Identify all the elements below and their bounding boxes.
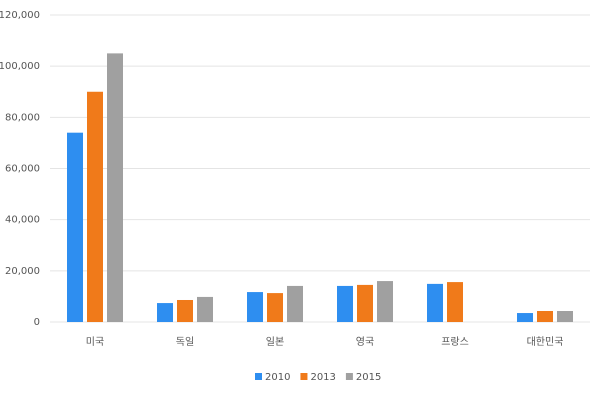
bar <box>557 310 573 322</box>
y-tick-label: 80,000 <box>5 112 40 123</box>
bar <box>177 299 193 322</box>
bar <box>267 293 283 322</box>
bar <box>427 283 443 322</box>
bar <box>67 132 83 322</box>
x-tick-label: 대한민국 <box>527 336 564 348</box>
bar <box>357 284 373 322</box>
y-tick-label: 20,000 <box>5 266 40 277</box>
bar <box>517 313 533 322</box>
bar <box>107 53 123 322</box>
x-tick-label: 독일 <box>176 336 194 348</box>
legend-label: 2013 <box>310 372 335 383</box>
bar <box>287 285 303 322</box>
legend-swatch <box>300 373 308 380</box>
bar <box>197 296 213 322</box>
x-tick-label: 영국 <box>356 336 374 348</box>
bar <box>447 282 463 322</box>
legend-label: 2010 <box>265 372 290 383</box>
bar <box>537 310 553 322</box>
y-tick-label: 0 <box>34 317 40 328</box>
x-tick-label: 일본 <box>266 336 284 348</box>
bar <box>87 91 103 322</box>
bar <box>337 285 353 322</box>
y-tick-label: 100,000 <box>0 61 40 72</box>
bar <box>377 281 393 322</box>
y-tick-label: 120,000 <box>0 10 40 21</box>
x-tick-label: 프랑스 <box>441 336 469 348</box>
bar <box>247 292 263 322</box>
legend-swatch <box>345 373 353 380</box>
legend-swatch <box>255 373 262 380</box>
legend-label: 2015 <box>356 372 381 383</box>
x-tick-label: 미국 <box>86 336 104 348</box>
bar <box>157 303 173 322</box>
y-tick-label: 40,000 <box>5 215 40 226</box>
y-tick-label: 60,000 <box>5 164 40 175</box>
